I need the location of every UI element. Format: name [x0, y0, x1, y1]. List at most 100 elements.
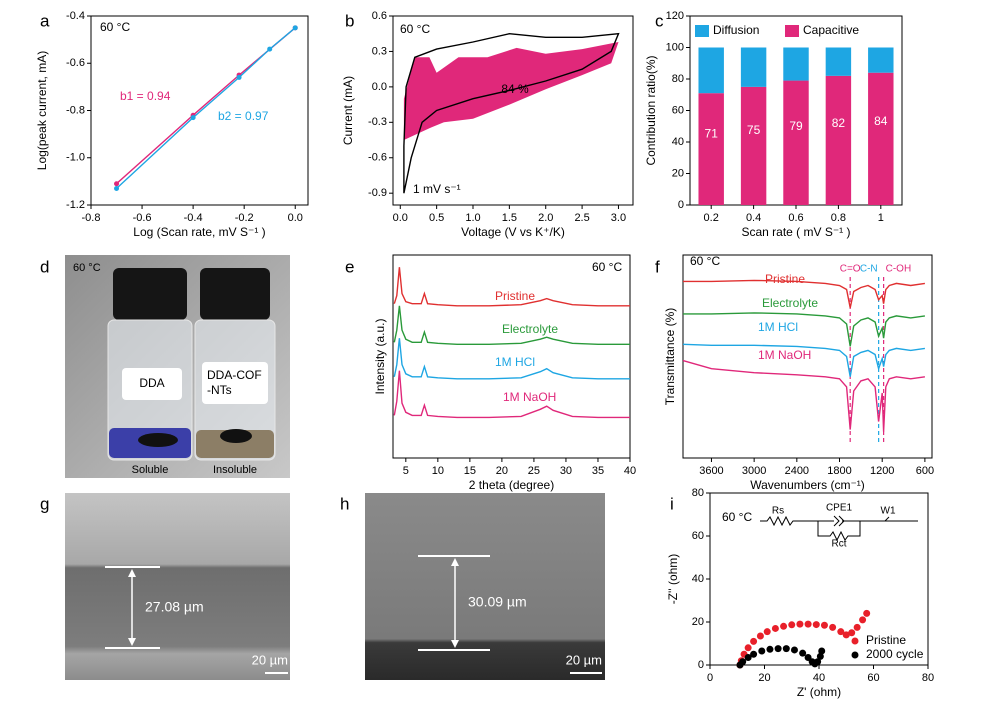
line	[116, 27, 296, 190]
bar	[698, 93, 724, 205]
annotation: b2 = 0.97	[218, 109, 269, 123]
data-label: 79	[789, 119, 803, 133]
panel-letter: i	[670, 494, 674, 513]
y-tick-label: -1.0	[66, 152, 85, 164]
annotation: 60 °C	[690, 254, 720, 268]
photo-g: g 27.08 µm 20 µm	[40, 493, 290, 680]
arrow-head	[128, 638, 136, 646]
x-tick-label: 20	[496, 465, 508, 477]
x-tick-label: 30	[560, 465, 572, 477]
x-tick-label: 40	[813, 672, 825, 684]
y-tick-label: -0.3	[368, 116, 387, 128]
vial-liquid	[196, 430, 274, 458]
x-axis-label: 2 theta (degree)	[469, 478, 554, 492]
point	[739, 658, 747, 666]
line	[393, 267, 630, 307]
panel-letter: e	[345, 257, 354, 276]
cpe-symbol	[833, 515, 845, 527]
marker	[292, 25, 298, 31]
series-label: Pristine	[495, 289, 535, 303]
point	[812, 621, 820, 629]
sem-image	[65, 493, 290, 680]
panel-letter: a	[40, 11, 50, 30]
x-tick-label: 1	[878, 212, 884, 224]
area	[403, 42, 619, 140]
y-tick-label: 20	[672, 167, 684, 179]
x-tick-label: -0.6	[133, 212, 152, 224]
point	[814, 658, 822, 666]
x-tick-label: 3600	[699, 465, 723, 477]
series-label: 1M NaOH	[503, 390, 556, 404]
x-tick-label: 1.0	[465, 212, 480, 224]
series-label: 1M HCl	[495, 355, 535, 369]
x-tick-label: 10	[432, 465, 444, 477]
point	[790, 646, 798, 654]
arrow-head	[451, 640, 459, 648]
photo-d: d 60 °C DDA DDA-COF -NTs Soluble Insolub…	[40, 255, 290, 478]
point	[804, 620, 812, 628]
marker	[267, 46, 273, 52]
series-label: 1M HCl	[758, 320, 798, 334]
panel-letter: d	[40, 257, 49, 276]
data-label: 84	[874, 114, 888, 128]
x-tick-label: 2.5	[574, 212, 589, 224]
x-tick-label: 40	[624, 465, 636, 477]
line	[393, 338, 630, 380]
data-label: 82	[832, 116, 846, 130]
y-tick-label: 60	[672, 104, 684, 116]
x-tick-label: 15	[464, 465, 476, 477]
arrow-head	[128, 569, 136, 577]
thickness-label: 30.09 µm	[468, 594, 527, 610]
y-tick-label: 0.6	[372, 10, 387, 22]
point	[848, 629, 856, 637]
point	[756, 632, 764, 640]
y-axis-label: Intensity (a.u.)	[373, 318, 387, 394]
legend-label: Capacitive	[803, 23, 859, 37]
data-label: 71	[705, 127, 719, 141]
point	[829, 623, 837, 631]
photo-h: h 30.09 µm 20 µm	[340, 493, 605, 680]
vial-label-text: DDA	[139, 376, 164, 390]
series-label: Electrolyte	[502, 322, 558, 336]
point	[796, 620, 804, 628]
x-tick-label: 0.8	[831, 212, 846, 224]
circuit-label: CPE1	[826, 503, 853, 514]
y-axis-label: -Z'' (ohm)	[666, 554, 680, 605]
x-tick-label: 5	[403, 465, 409, 477]
series-label: Electrolyte	[762, 296, 818, 310]
annotation: 60 °C	[100, 20, 130, 34]
point	[750, 650, 758, 658]
x-axis-label: Log (Scan rate, mV S⁻¹ )	[133, 225, 265, 239]
y-axis-label: Transmittance (%)	[663, 308, 677, 406]
plot-frame	[682, 254, 933, 459]
y-tick-label: 0	[698, 659, 704, 671]
plot-frame	[392, 15, 634, 206]
point	[837, 628, 845, 636]
data-label: 75	[747, 123, 761, 137]
x-tick-label: 0.4	[746, 212, 761, 224]
panel-letter: b	[345, 11, 354, 30]
reference-label: C-OH	[886, 264, 912, 275]
x-tick-label: -0.8	[82, 212, 101, 224]
y-tick-label: 60	[692, 530, 704, 542]
annotation: 1 mV s⁻¹	[413, 182, 461, 196]
scale-label: 20 µm	[566, 652, 602, 667]
point	[842, 631, 850, 639]
point	[788, 621, 796, 629]
x-tick-label: 1800	[827, 465, 851, 477]
y-tick-label: -0.9	[368, 187, 387, 199]
point	[818, 647, 826, 655]
point	[799, 649, 807, 657]
legend-swatch	[695, 25, 709, 37]
point	[774, 645, 782, 653]
x-tick-label: 3.0	[611, 212, 626, 224]
x-tick-label: 2.0	[538, 212, 553, 224]
legend-marker	[851, 651, 859, 659]
annotation: 60 °C	[73, 262, 101, 274]
point	[782, 645, 790, 653]
y-tick-label: -0.8	[66, 104, 85, 116]
circuit-wire	[760, 515, 918, 542]
circuit-label: W1	[881, 506, 896, 517]
point	[863, 609, 871, 617]
